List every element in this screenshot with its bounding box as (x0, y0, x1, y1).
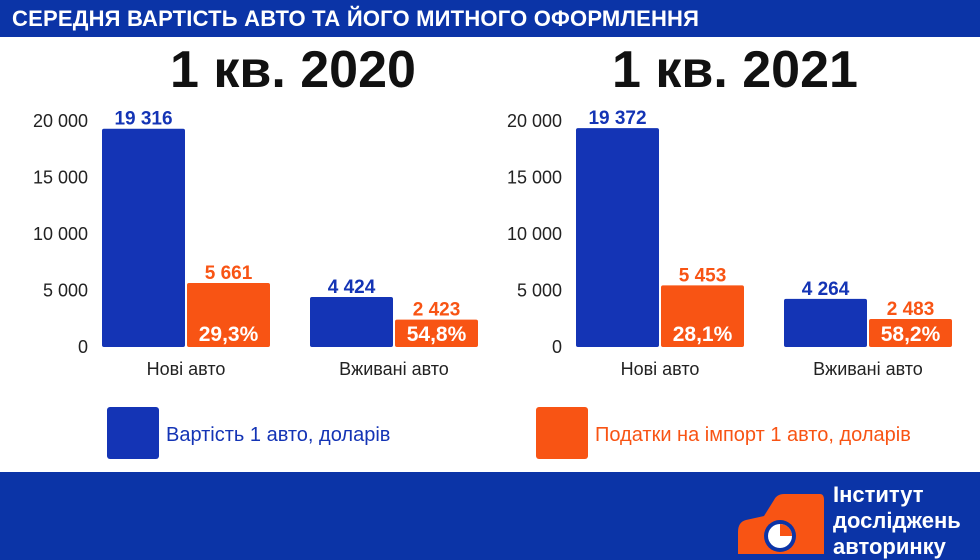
legend-swatch-tax (536, 407, 588, 459)
data-label-share: 29,3% (199, 323, 259, 346)
data-label-share: 58,2% (881, 323, 941, 346)
logo-text-line1: Інститут (833, 482, 924, 507)
data-label-cost: 19 316 (114, 109, 172, 130)
logo-text-line2: досліджень (833, 508, 961, 533)
legend-label-tax: Податки на імпорт 1 авто, доларів (595, 424, 911, 446)
y-tick-label: 10 000 (33, 224, 88, 244)
chart-title-2020: 1 кв. 2020 (170, 41, 416, 99)
y-tick-label: 20 000 (507, 111, 562, 131)
category-label: Нові авто (147, 359, 226, 379)
bar-tax (187, 283, 270, 347)
header-banner: СЕРЕДНЯ ВАРТІСТЬ АВТО ТА ЙОГО МИТНОГО ОФ… (0, 0, 980, 37)
bar-cost (102, 128, 185, 347)
data-label-tax: 2 483 (887, 299, 935, 320)
y-tick-label: 5 000 (43, 281, 88, 301)
y-tick-label: 5 000 (517, 281, 562, 301)
data-label-tax: 5 453 (679, 265, 727, 286)
data-label-tax: 2 423 (413, 300, 461, 321)
y-tick-label: 15 000 (33, 168, 88, 188)
y-tick-label: 0 (552, 337, 562, 357)
y-tick-label: 10 000 (507, 224, 562, 244)
bar-tax (869, 318, 952, 347)
category-label: Вживані авто (813, 359, 923, 379)
bar-cost (310, 297, 393, 347)
charts-canvas: 0 5 000 10 000 15 000 20 000 19 316 5 661 29,3%… (33, 108, 952, 379)
category-label: Нові авто (621, 359, 700, 379)
legend-swatch-cost (107, 407, 159, 459)
bar-cost (576, 128, 659, 347)
car-pie-icon (738, 494, 824, 554)
y-tick-label: 15 000 (507, 168, 562, 188)
data-label-share: 54,8% (407, 323, 467, 346)
y-tick-label: 0 (78, 337, 88, 357)
bar-tax (395, 319, 478, 347)
y-tick-label: 20 000 (33, 111, 88, 131)
category-label: Вживані авто (339, 359, 449, 379)
data-label-cost: 4 264 (802, 279, 850, 300)
legend-label-cost: Вартість 1 авто, доларів (166, 424, 391, 446)
data-label-cost: 4 424 (328, 277, 376, 298)
data-label-share: 28,1% (673, 323, 733, 346)
data-label-tax: 5 661 (205, 263, 253, 284)
logo-text-line3: авторинку (833, 534, 946, 559)
chart-title-2021: 1 кв. 2021 (612, 41, 858, 99)
bar-tax (661, 285, 744, 347)
data-label-cost: 19 372 (588, 108, 646, 129)
bar-cost (784, 298, 867, 347)
page-title: СЕРЕДНЯ ВАРТІСТЬ АВТО ТА ЙОГО МИТНОГО ОФ… (12, 6, 700, 31)
